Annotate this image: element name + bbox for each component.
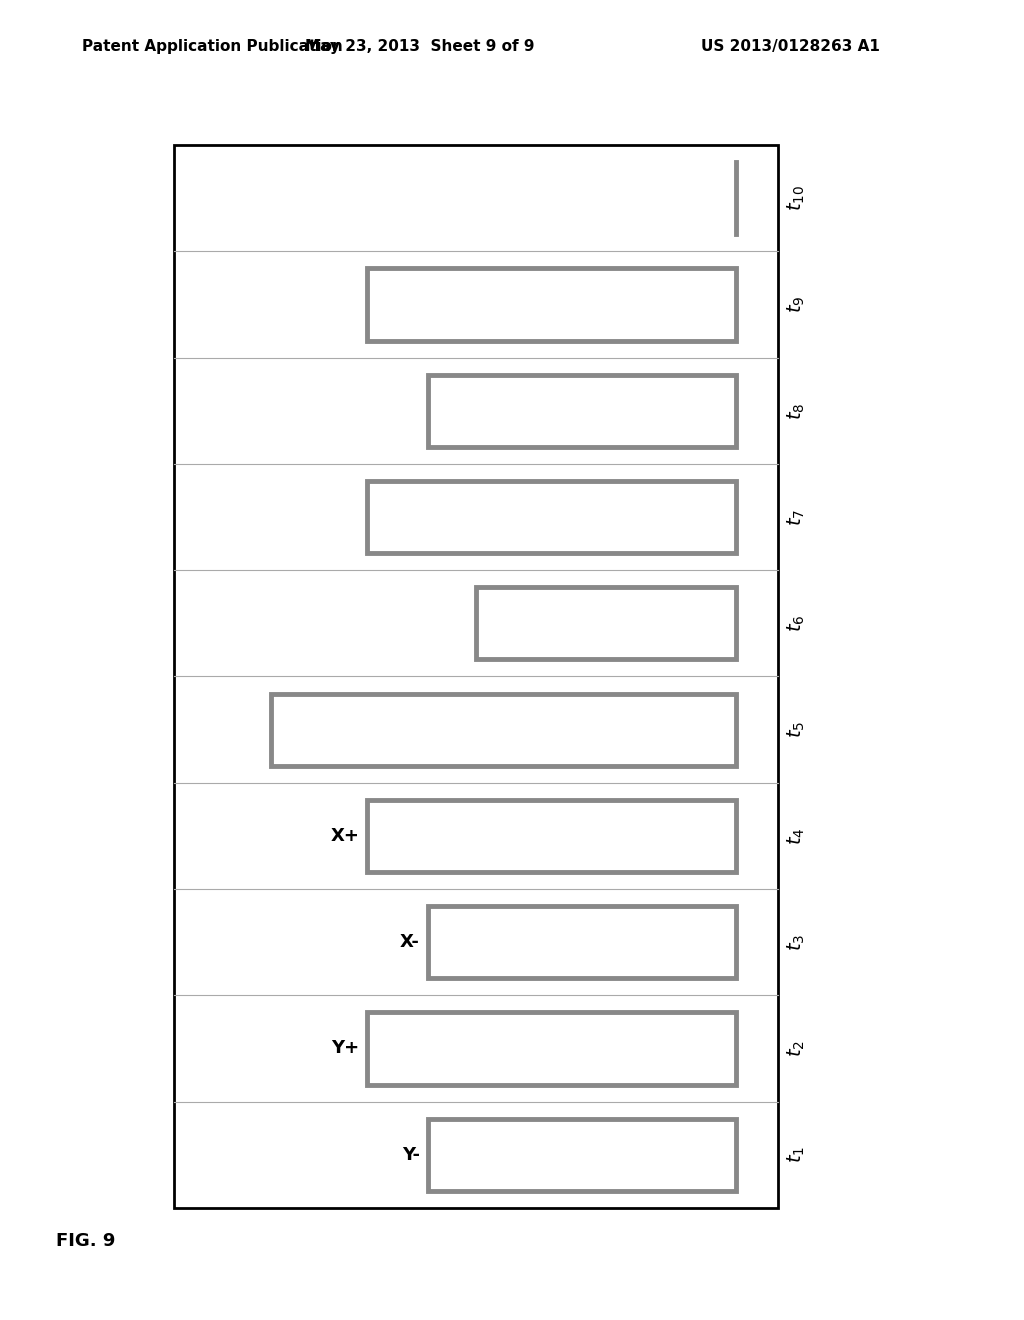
Text: $t_5$: $t_5$: [786, 721, 807, 738]
Text: $t_7$: $t_7$: [786, 508, 807, 525]
Text: Y-: Y-: [401, 1146, 420, 1164]
Text: FIG. 9: FIG. 9: [56, 1232, 116, 1250]
Text: $t_6$: $t_6$: [786, 615, 807, 632]
Text: X+: X+: [331, 826, 359, 845]
Text: $t_4$: $t_4$: [786, 828, 807, 845]
Text: Patent Application Publication: Patent Application Publication: [82, 38, 343, 54]
Text: X-: X-: [399, 933, 420, 952]
Text: $t_9$: $t_9$: [786, 296, 807, 313]
Text: $t_1$: $t_1$: [786, 1146, 807, 1163]
Text: Y+: Y+: [331, 1039, 359, 1057]
Text: $t_3$: $t_3$: [786, 933, 807, 950]
Text: $t_8$: $t_8$: [786, 403, 807, 420]
Text: US 2013/0128263 A1: US 2013/0128263 A1: [701, 38, 881, 54]
Text: $t_{10}$: $t_{10}$: [786, 185, 807, 211]
Text: May 23, 2013  Sheet 9 of 9: May 23, 2013 Sheet 9 of 9: [305, 38, 535, 54]
Text: $t_2$: $t_2$: [786, 1040, 807, 1057]
